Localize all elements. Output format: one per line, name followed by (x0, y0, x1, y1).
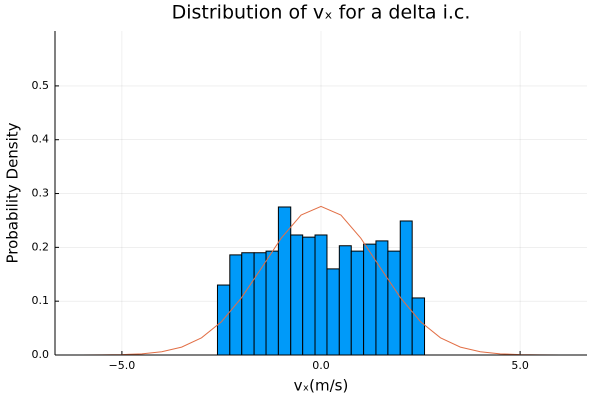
line (62, 205, 580, 356)
y-tick-label: 0.3 (32, 187, 50, 200)
bar (216, 284, 231, 356)
bar (302, 236, 316, 356)
x-tick-label: 5.0 (511, 359, 529, 372)
chart-title: Distribution of vₓ for a delta i.c. (172, 2, 471, 24)
x-axis-label: vₓ(m/s) (294, 377, 349, 395)
y-tick-label: 0.2 (32, 240, 50, 253)
bar (326, 268, 340, 356)
bar (253, 252, 267, 356)
y-tick-label: 0.5 (32, 79, 50, 92)
bar (265, 250, 279, 356)
bar (363, 243, 377, 356)
bar (411, 297, 426, 356)
bar (314, 234, 328, 356)
y-tick-label: 0.4 (32, 133, 50, 146)
x-tick-label: 0.0 (312, 359, 330, 372)
bar (338, 245, 352, 356)
y-tick-label: 0.1 (32, 294, 50, 307)
y-axis-label: Probability Density (4, 122, 22, 263)
x-tick-label: −5.0 (109, 359, 136, 372)
bar (375, 240, 389, 356)
bar (399, 220, 413, 356)
bar (387, 250, 401, 356)
bar (350, 250, 365, 356)
y-tick-label: 0.0 (32, 348, 50, 361)
bar (241, 252, 255, 356)
bar (290, 234, 304, 356)
